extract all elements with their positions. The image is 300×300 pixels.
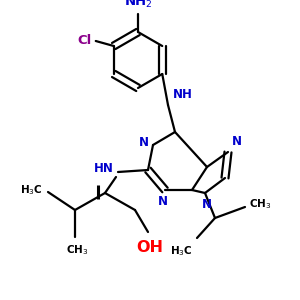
Text: N: N: [139, 136, 149, 149]
Text: H$_3$C: H$_3$C: [170, 244, 193, 258]
Text: N: N: [158, 195, 168, 208]
Text: NH: NH: [173, 88, 193, 101]
Text: N: N: [202, 198, 212, 211]
Text: CH$_3$: CH$_3$: [249, 197, 272, 211]
Text: NH$_2$: NH$_2$: [124, 0, 152, 10]
Text: H$_3$C: H$_3$C: [20, 183, 43, 197]
Text: HN: HN: [94, 163, 114, 176]
Text: CH$_3$: CH$_3$: [66, 243, 88, 257]
Text: OH: OH: [136, 240, 164, 255]
Text: N: N: [232, 135, 242, 148]
Text: Cl: Cl: [77, 34, 92, 46]
